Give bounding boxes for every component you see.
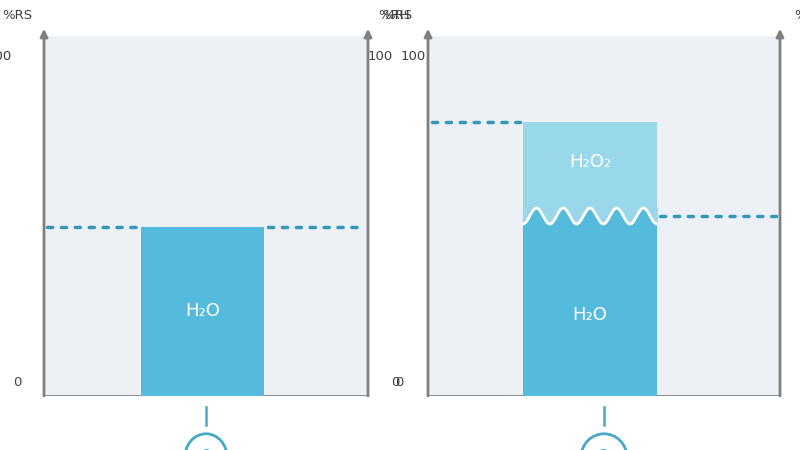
Text: H₂O: H₂O (186, 302, 220, 320)
Bar (141, 227, 264, 396)
Text: 100: 100 (367, 50, 393, 63)
Bar (523, 216, 657, 396)
Text: 100: 100 (0, 50, 12, 63)
Text: 100: 100 (401, 50, 426, 63)
Text: 1: 1 (201, 448, 211, 450)
Circle shape (185, 434, 227, 450)
Circle shape (581, 434, 627, 450)
Text: %RH: %RH (378, 9, 410, 22)
Text: H₂O₂: H₂O₂ (569, 153, 611, 171)
Text: %RS: %RS (2, 9, 32, 22)
Bar (523, 122, 657, 216)
Text: 0: 0 (395, 376, 403, 389)
Text: %RS: %RS (382, 9, 412, 22)
Text: 2: 2 (598, 448, 610, 450)
Text: 0: 0 (390, 376, 399, 389)
Text: 0: 0 (13, 376, 22, 389)
Text: H₂O: H₂O (573, 306, 607, 324)
Text: %RH: %RH (794, 9, 800, 22)
